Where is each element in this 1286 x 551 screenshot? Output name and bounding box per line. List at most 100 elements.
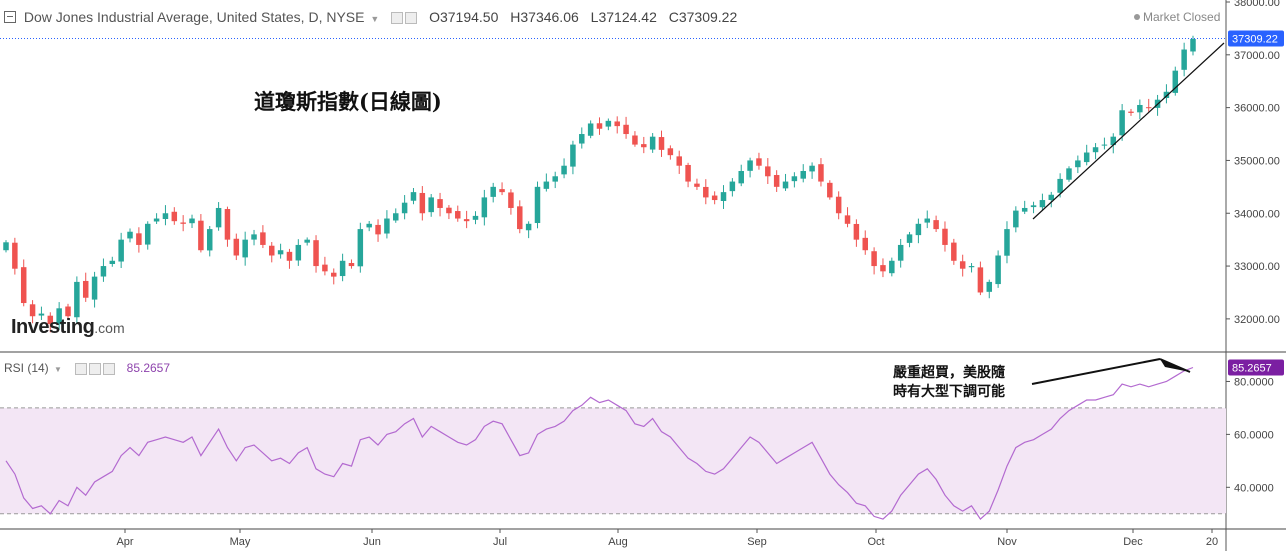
candle-body: [543, 181, 550, 189]
ohlc-open: O37194.50: [429, 9, 499, 25]
candle-body: [233, 238, 240, 256]
candle-body: [144, 223, 151, 245]
visibility-icon[interactable]: [75, 362, 88, 375]
candle-body: [295, 244, 302, 261]
ohlc-high: H37346.06: [510, 9, 579, 25]
candle-body: [463, 219, 470, 222]
investing-logo: Investing.com: [11, 316, 125, 339]
candle-body: [587, 123, 594, 136]
collapse-icon[interactable]: [4, 11, 16, 23]
candle-body: [729, 181, 736, 192]
status-dot-icon: [1134, 14, 1140, 20]
time-tick-label: May: [230, 536, 251, 548]
symbol-title[interactable]: Dow Jones Industrial Average, United Sta…: [23, 9, 365, 25]
candle-body: [401, 202, 408, 214]
candle-body: [348, 262, 355, 267]
candle-body: [641, 144, 647, 148]
candle-body: [995, 255, 1001, 285]
candle-body: [1190, 38, 1196, 52]
candle-body: [676, 156, 682, 166]
candle-body: [871, 251, 877, 267]
rsi-band: [0, 407, 1226, 514]
rsi-label[interactable]: RSI (14): [4, 361, 49, 375]
candle-body: [322, 264, 328, 272]
candle-body: [800, 171, 806, 179]
candle-body: [1181, 49, 1187, 70]
candle-body: [331, 272, 337, 277]
candle-body: [224, 209, 231, 240]
gear-icon[interactable]: [89, 362, 102, 375]
candle-body: [632, 135, 638, 145]
candle-body: [29, 304, 36, 317]
candle-body: [1083, 152, 1090, 163]
logo-main: Investing: [11, 316, 95, 338]
candle-body: [1030, 205, 1037, 208]
candle-body: [827, 182, 833, 198]
time-tick-label: Nov: [997, 536, 1017, 548]
candle-body: [384, 218, 390, 234]
candle-body: [38, 313, 45, 316]
candle-body: [534, 186, 541, 224]
candle-body: [525, 223, 532, 231]
settings-icon[interactable]: [391, 12, 404, 25]
candle-body: [738, 171, 744, 184]
candle-body: [286, 251, 293, 261]
candle-body: [614, 121, 620, 127]
candle-body: [773, 175, 780, 187]
logo-suffix: .com: [94, 320, 125, 336]
candle-body: [242, 239, 248, 258]
candle-body: [844, 215, 851, 224]
chevron-down-icon[interactable]: ▼: [54, 365, 62, 374]
candle-body: [47, 315, 54, 325]
candle-body: [649, 136, 656, 150]
candle-body: [277, 250, 284, 255]
gear-icon[interactable]: [405, 12, 418, 25]
annotation-arrow-line: [1031, 358, 1161, 385]
candle-body: [12, 242, 18, 269]
candle-body: [703, 186, 709, 198]
chart-header: Dow Jones Industrial Average, United Sta…: [4, 9, 737, 25]
time-tick-label: Apr: [116, 536, 133, 548]
candle-body: [986, 281, 993, 292]
candle-body: [951, 242, 957, 261]
chevron-down-icon[interactable]: ▼: [370, 14, 380, 24]
candle-body: [897, 244, 904, 261]
candle-body: [1101, 144, 1108, 146]
candle-body: [552, 176, 558, 182]
candle-body: [517, 206, 523, 230]
candle-body: [835, 196, 842, 214]
candle-body: [1021, 207, 1028, 212]
candle-body: [410, 192, 417, 201]
rsi-header: RSI (14) ▼ 85.2657: [4, 361, 170, 375]
time-tick-label: Dec: [1123, 536, 1143, 548]
candle-body: [437, 199, 443, 208]
time-tick-label: Aug: [608, 536, 628, 548]
candle-body: [118, 239, 124, 262]
candle-body: [393, 213, 399, 221]
market-status-text: Market Closed: [1143, 10, 1221, 24]
rsi-chart: [5, 358, 1194, 521]
candle-body: [215, 207, 222, 228]
trend-line: [1032, 42, 1225, 220]
candle-body: [56, 308, 62, 325]
candle-body: [853, 223, 860, 240]
price-axis: 38000.00 37000.00 36000.00 35000.00 34000.00…: [116, 0, 1284, 548]
candle-body: [1057, 178, 1063, 193]
candle-body: [162, 213, 169, 220]
candle-body: [481, 197, 488, 218]
candle-body: [1145, 107, 1152, 109]
candle-body: [472, 215, 479, 220]
candle-body: [605, 120, 612, 127]
candle-body: [1066, 168, 1072, 180]
candle-body: [127, 231, 133, 239]
candle-body: [579, 134, 585, 144]
time-tick-label: Oct: [867, 536, 884, 548]
candle-body: [1128, 111, 1134, 113]
close-icon[interactable]: [103, 362, 116, 375]
last-price-tag-bg: [1228, 30, 1284, 47]
candle-body: [880, 265, 886, 272]
price-tick-label: 34000.00: [1234, 208, 1280, 220]
candle-body: [756, 158, 762, 166]
